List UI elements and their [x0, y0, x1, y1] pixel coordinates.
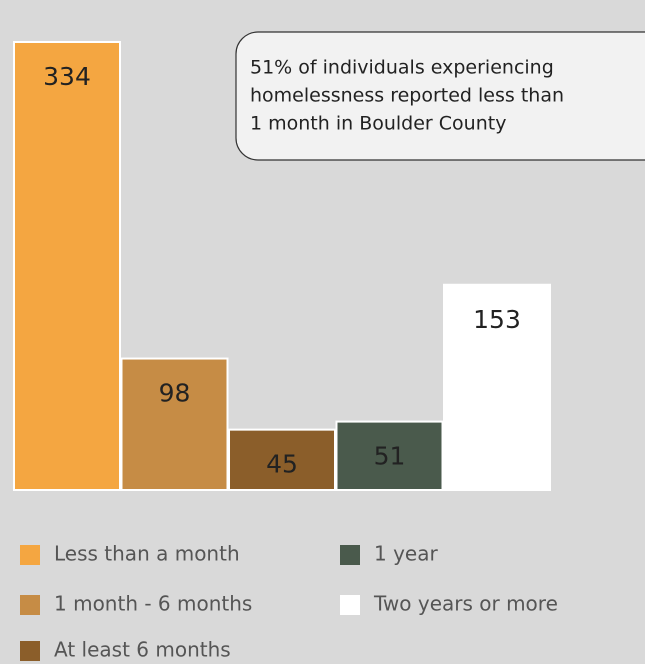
legend-swatch [20, 595, 40, 615]
value-label: 45 [266, 450, 298, 479]
legend-swatch [20, 545, 40, 565]
value-label: 98 [159, 379, 191, 408]
annotation-line: 51% of individuals experiencing [250, 57, 554, 79]
legend-label: Less than a month [54, 542, 240, 566]
bar [13, 41, 121, 491]
annotation-box [235, 31, 645, 161]
value-label: 51 [374, 442, 406, 471]
bar [120, 357, 229, 491]
bar [335, 420, 444, 491]
legend-label: 1 year [374, 542, 438, 566]
legend-swatch [340, 595, 360, 615]
legend-label: Two years or more [373, 592, 558, 616]
legend-label: 1 month - 6 months [54, 592, 252, 616]
legend-swatch [20, 641, 40, 661]
legend-label: At least 6 months [54, 638, 231, 662]
legend-swatch [340, 545, 360, 565]
bar [228, 428, 336, 491]
value-label: 153 [473, 305, 521, 334]
value-label: 334 [43, 62, 91, 91]
annotation-line: homelessness reported less than [250, 85, 564, 107]
annotation-line: 1 month in Boulder County [250, 113, 506, 135]
bar [443, 283, 551, 491]
